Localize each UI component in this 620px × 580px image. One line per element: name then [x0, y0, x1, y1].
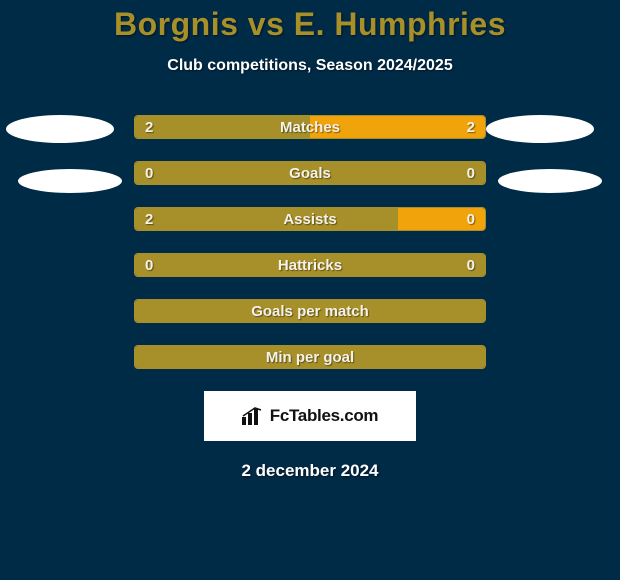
stat-bar-track: Goals per match: [134, 299, 486, 323]
stat-bar-left: [135, 254, 485, 276]
stat-value-right: 0: [467, 208, 475, 230]
chart-area: Matches22Goals00Assists20Hattricks00Goal…: [0, 115, 620, 369]
stat-bar-left: [135, 116, 310, 138]
stat-bar-left: [135, 300, 485, 322]
stat-bar-track: Matches22: [134, 115, 486, 139]
player-ellipse: [18, 169, 122, 193]
stat-bar-track: Hattricks00: [134, 253, 486, 277]
brand-chart-icon: [242, 407, 264, 425]
player-ellipse: [486, 115, 594, 143]
stat-row: Min per goal: [0, 345, 620, 369]
stat-value-right: 0: [467, 254, 475, 276]
stat-row: Hattricks00: [0, 253, 620, 277]
stat-value-left: 2: [145, 208, 153, 230]
brand-badge: FcTables.com: [204, 391, 416, 441]
stat-bar-track: Goals00: [134, 161, 486, 185]
stat-value-left: 0: [145, 254, 153, 276]
stat-row: Assists20: [0, 207, 620, 231]
stat-bar-track: Assists20: [134, 207, 486, 231]
stat-value-left: 2: [145, 116, 153, 138]
stat-bar-left: [135, 346, 485, 368]
comparison-title: Borgnis vs E. Humphries: [0, 0, 620, 43]
stat-bar-right: [310, 116, 485, 138]
stat-value-left: 0: [145, 162, 153, 184]
snapshot-date: 2 december 2024: [0, 461, 620, 481]
stat-bar-track: Min per goal: [134, 345, 486, 369]
stat-row: Goals per match: [0, 299, 620, 323]
stat-bar-left: [135, 208, 398, 230]
comparison-subtitle: Club competitions, Season 2024/2025: [0, 57, 620, 75]
player-ellipse: [498, 169, 602, 193]
stat-value-right: 2: [467, 116, 475, 138]
stat-value-right: 0: [467, 162, 475, 184]
brand-text: FcTables.com: [270, 406, 379, 426]
stat-bar-left: [135, 162, 485, 184]
player-ellipse: [6, 115, 114, 143]
